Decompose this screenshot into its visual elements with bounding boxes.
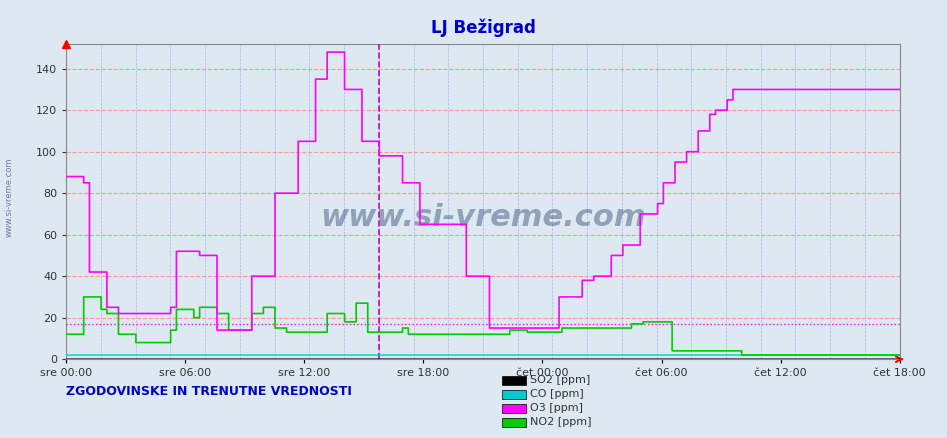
Text: O3 [ppm]: O3 [ppm] (530, 403, 583, 413)
Text: NO2 [ppm]: NO2 [ppm] (530, 417, 592, 427)
Text: www.si-vreme.com: www.si-vreme.com (5, 157, 14, 237)
Title: LJ Bežigrad: LJ Bežigrad (431, 18, 535, 37)
Text: CO [ppm]: CO [ppm] (530, 389, 584, 399)
Text: SO2 [ppm]: SO2 [ppm] (530, 375, 591, 385)
Text: ZGODOVINSKE IN TRENUTNE VREDNOSTI: ZGODOVINSKE IN TRENUTNE VREDNOSTI (66, 385, 352, 399)
Text: www.si-vreme.com: www.si-vreme.com (320, 203, 646, 232)
